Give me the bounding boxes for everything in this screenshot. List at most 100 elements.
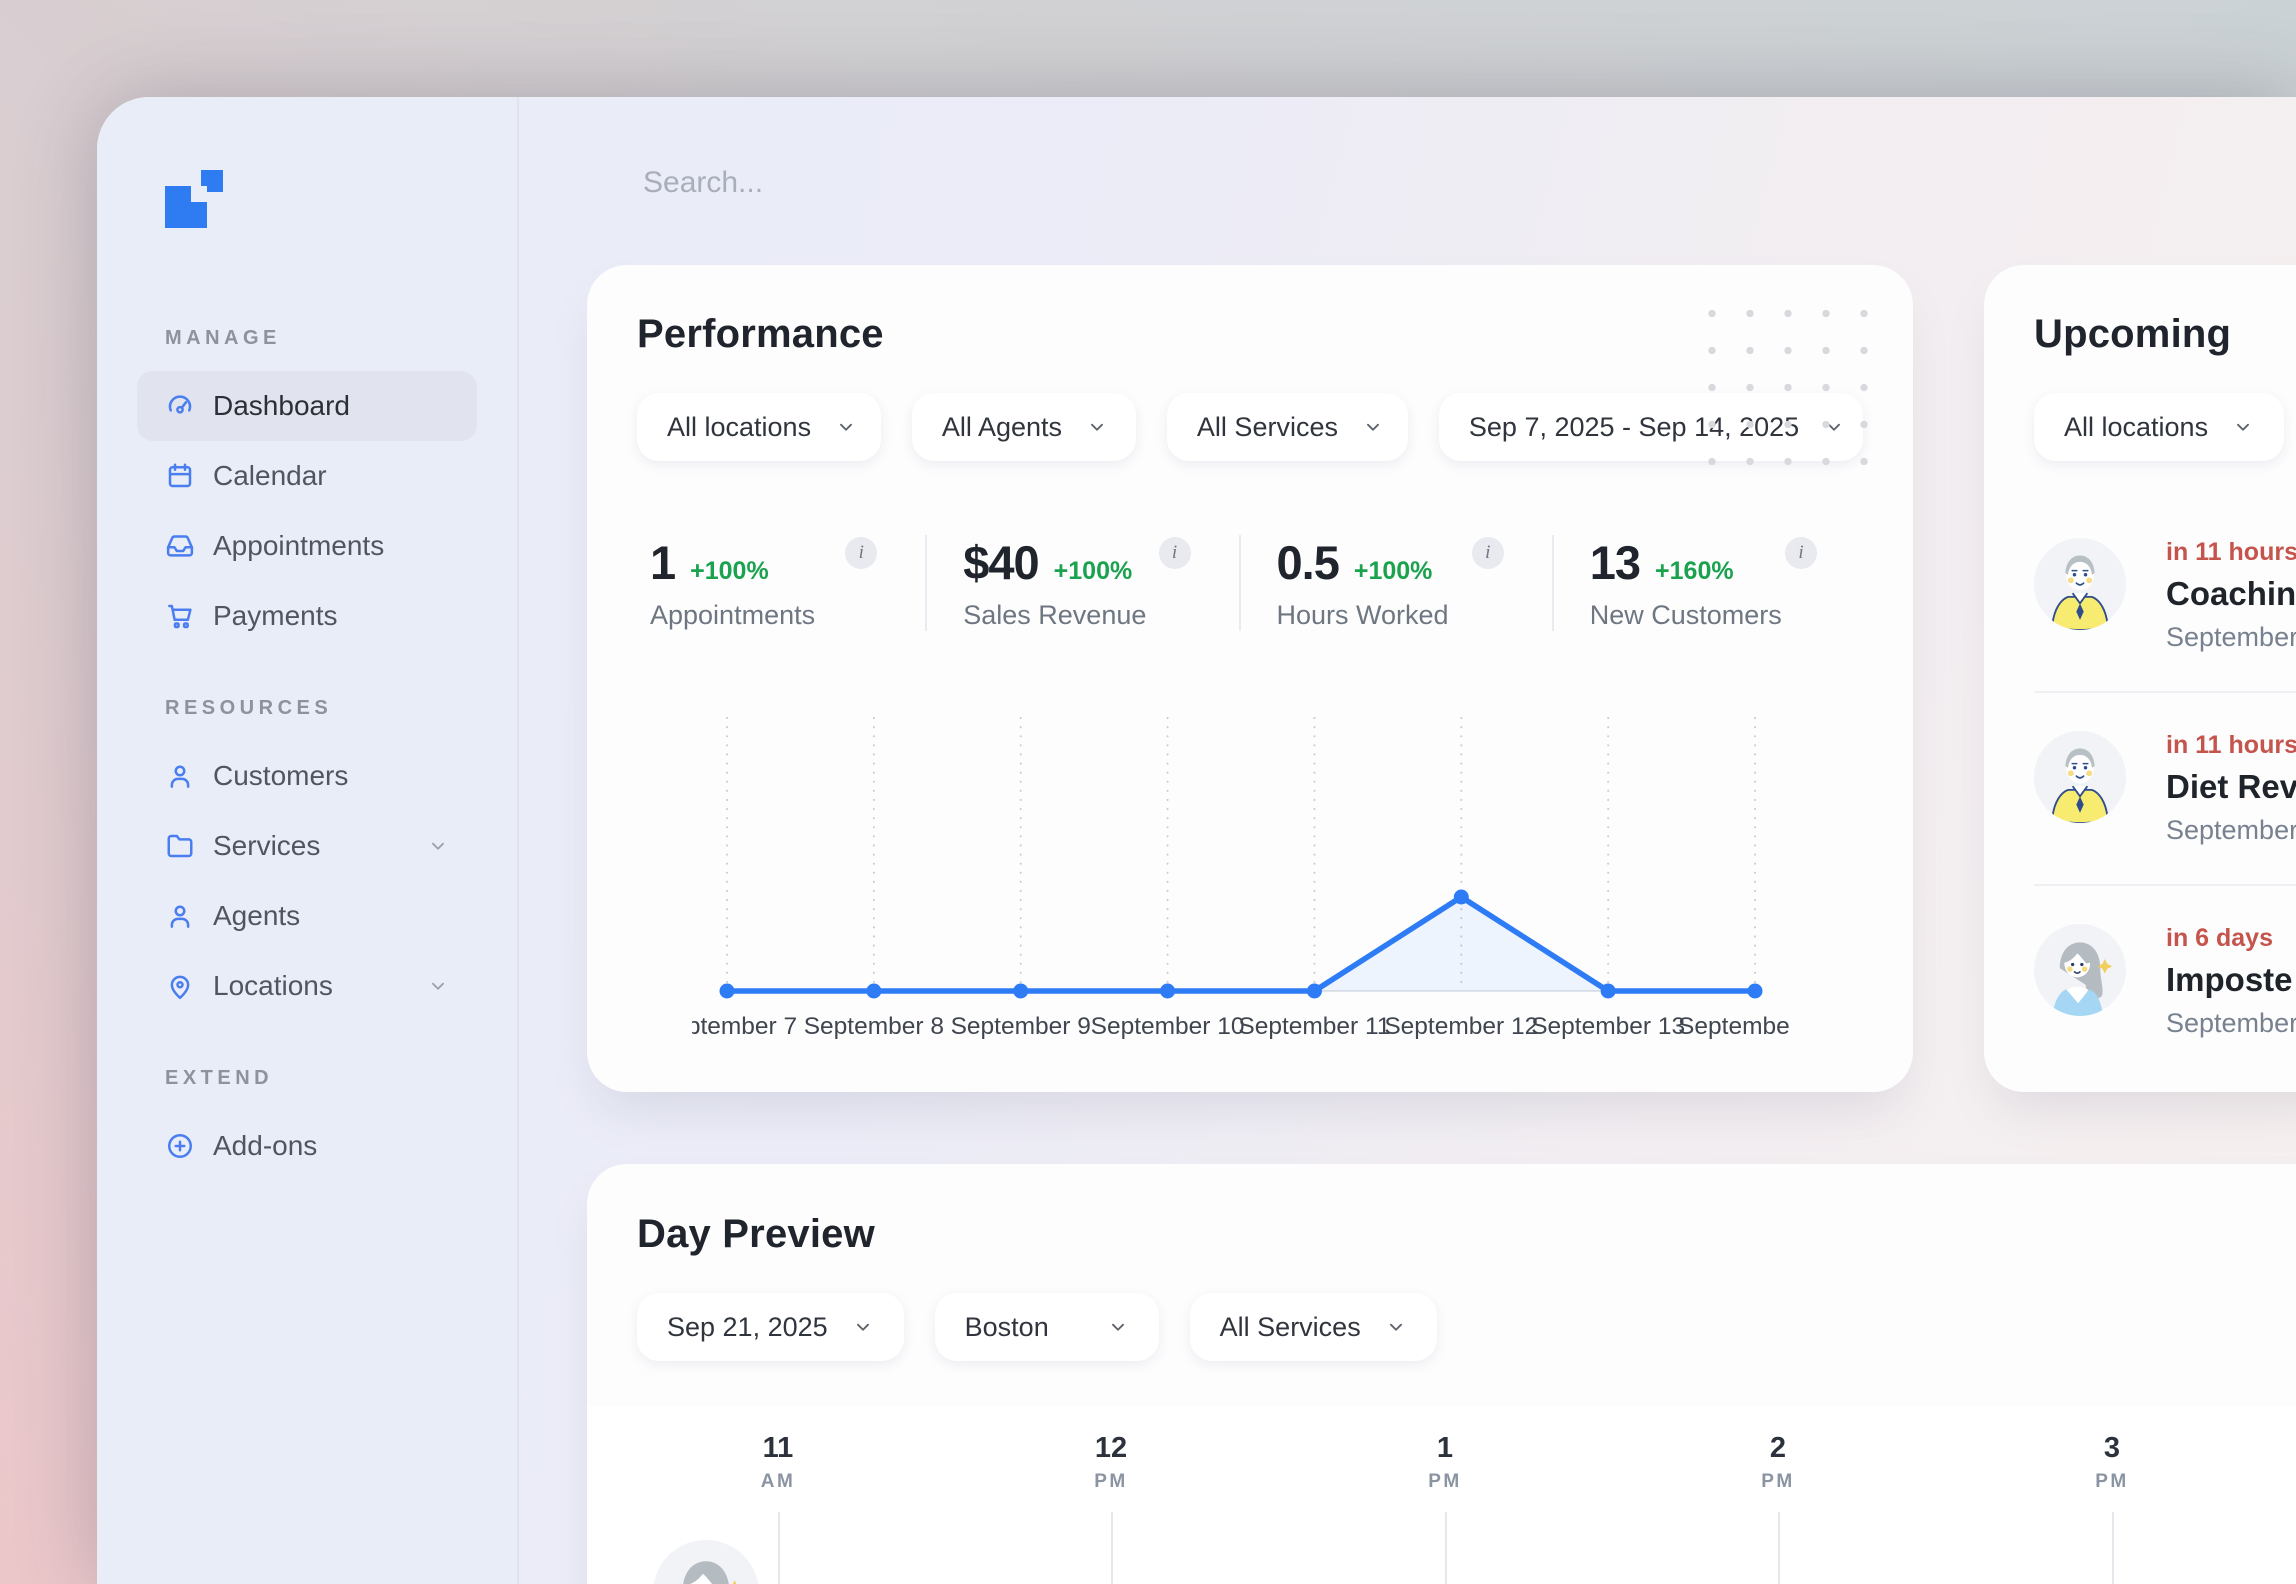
sidebar-item-calendar[interactable]: Calendar	[137, 441, 477, 511]
upcoming-appointment-1[interactable]: in 11 hours Diet Rev September	[2034, 691, 2296, 884]
timeline-meridiem-label: PM	[1428, 1471, 1462, 1492]
upcoming-filter-0[interactable]: All locations	[2034, 393, 2285, 461]
metric-label: New Customers	[1589, 600, 1782, 630]
timeline-hour-11am: 11 AM	[698, 1432, 858, 1584]
upcoming-title: Upcoming	[2034, 312, 2232, 356]
sidebar-item-locations[interactable]: Locations	[137, 951, 477, 1021]
sidebar-item-label: Customers	[213, 760, 349, 791]
info-icon[interactable]: i	[1785, 537, 1817, 569]
info-icon[interactable]: i	[1158, 537, 1191, 569]
day-preview-filter-2[interactable]: All Services	[1189, 1293, 1437, 1361]
timeline-hour-label: 3	[2103, 1432, 2121, 1464]
metric-value: 1	[650, 536, 676, 589]
metric-label: Sales Revenue	[963, 600, 1147, 630]
chevron-down-icon	[427, 835, 449, 857]
pin-icon	[165, 971, 195, 1001]
sidebar: MANAGE Dashboard Calendar Appointments P…	[97, 97, 519, 1584]
sidebar-section: EXTEND Add-ons	[137, 1067, 477, 1181]
sidebar-item-payments[interactable]: Payments	[137, 581, 477, 651]
sidebar-item-label: Payments	[213, 600, 338, 631]
chevron-down-icon	[1362, 416, 1384, 438]
day-preview-filter-0[interactable]: Sep 21, 2025	[637, 1293, 904, 1361]
calendar-icon	[165, 461, 195, 491]
metric-delta: +100%	[1053, 557, 1133, 585]
metric-sales-revenue: i $40 +100% Sales Revenue	[925, 535, 1238, 631]
metric-delta: +100%	[1353, 557, 1433, 585]
metric-new-customers: i 13 +160% New Customers	[1551, 535, 1865, 631]
dots-decoration	[1693, 295, 1885, 477]
person-icon	[165, 761, 195, 791]
sidebar-item-label: Add-ons	[213, 1130, 318, 1161]
sidebar-item-appointments[interactable]: Appointments	[137, 511, 477, 581]
sidebar-section-label: EXTEND	[165, 1067, 274, 1089]
sidebar-item-services[interactable]: Services	[137, 811, 477, 881]
timeline-hour-1pm: 1 PM	[1365, 1432, 1525, 1584]
filter-pill-label: Sep 21, 2025	[667, 1311, 828, 1342]
timeline-meridiem-label: PM	[1094, 1471, 1128, 1492]
folder-icon	[165, 831, 195, 861]
day-preview-filter-1[interactable]: Boston	[934, 1293, 1159, 1361]
sidebar-item-label: Agents	[213, 900, 301, 931]
app-logo[interactable]	[165, 170, 229, 228]
sidebar-item-dashboard[interactable]: Dashboard	[137, 371, 477, 441]
timeline-meridiem-label: PM	[1761, 1471, 1795, 1492]
info-icon[interactable]: i	[1471, 537, 1504, 569]
appointment-title: Imposte	[2166, 961, 2293, 998]
appointment-date: September	[2166, 1008, 2296, 1038]
sidebar-item-agents[interactable]: Agents	[137, 881, 477, 951]
chevron-down-icon	[1107, 1316, 1129, 1338]
sidebar-section-label: RESOURCES	[165, 697, 333, 719]
upcoming-list: in 11 hours Coachin September in 11 hour…	[2034, 500, 2296, 1077]
upcoming-appointment-0[interactable]: in 11 hours Coachin September	[2034, 500, 2296, 691]
x-axis-label: September 11	[1238, 1013, 1390, 1040]
timeline-hour-12pm: 12 PM	[1031, 1432, 1191, 1584]
filter-pill-label: All locations	[667, 411, 812, 442]
search-bar[interactable]: Search...	[585, 155, 1285, 211]
timeline-gridline	[1111, 1512, 1113, 1584]
x-axis-label: September 8	[804, 1013, 944, 1040]
sidebar-item-label: Appointments	[213, 530, 385, 561]
dashboard-icon	[165, 391, 195, 421]
performance-filter-1[interactable]: All Agents	[911, 393, 1136, 461]
upcoming-card: Upcoming All locations in 11 hours Coach…	[1984, 265, 2296, 1092]
agent-avatar[interactable]	[653, 1540, 759, 1584]
sidebar-item-label: Services	[213, 830, 321, 861]
customer-avatar	[2034, 731, 2126, 823]
filter-pill-label: All locations	[2064, 411, 2209, 442]
day-preview-timeline: 11 AM 12 PM 1 PM 2 PM 3 PM	[587, 1406, 2296, 1584]
day-preview-card: Day Preview Sep 21, 2025 Boston All Serv…	[587, 1164, 2296, 1584]
chevron-down-icon	[2232, 416, 2254, 438]
appointment-countdown: in 11 hours	[2166, 538, 2296, 566]
timeline-meridiem-label: AM	[760, 1471, 796, 1492]
day-preview-filters: Sep 21, 2025 Boston All Services	[637, 1293, 2296, 1361]
performance-filter-2[interactable]: All Services	[1166, 393, 1408, 461]
filter-pill-label: All Services	[1196, 411, 1338, 442]
customer-avatar	[2034, 538, 2126, 630]
timeline-hour-label: 2	[1769, 1432, 1787, 1464]
chevron-down-icon	[427, 975, 449, 997]
timeline-gridline	[1445, 1512, 1447, 1584]
chevron-down-icon	[1086, 416, 1108, 438]
sidebar-item-add-ons[interactable]: Add-ons	[137, 1111, 477, 1181]
performance-filters: All locations All Agents All Services Se…	[637, 393, 1863, 461]
performance-filter-0[interactable]: All locations	[637, 393, 881, 461]
x-axis-label: September 12	[1384, 1013, 1538, 1040]
search-placeholder: Search...	[643, 166, 764, 199]
filter-pill-label: All Services	[1219, 1311, 1361, 1342]
x-axis-label: September 14	[1678, 1013, 1790, 1040]
sidebar-item-customers[interactable]: Customers	[137, 741, 477, 811]
timeline-meridiem-label: PM	[2095, 1471, 2129, 1492]
metric-value: 13	[1589, 536, 1641, 589]
performance-card: Performance All locations All Agents All…	[587, 265, 1913, 1092]
timeline-gridline	[2112, 1512, 2114, 1584]
upcoming-appointment-2[interactable]: in 6 days Imposte September	[2034, 884, 2296, 1077]
appointment-date: September	[2166, 815, 2296, 845]
sidebar-section-label: MANAGE	[165, 327, 281, 349]
metric-appointments: i 1 +100% Appointments	[650, 535, 925, 631]
timeline-hour-label: 12	[1094, 1432, 1128, 1464]
appointment-countdown: in 6 days	[2166, 924, 2273, 952]
info-icon[interactable]: i	[845, 537, 878, 569]
customer-avatar	[2034, 924, 2126, 1016]
person-icon	[165, 901, 195, 931]
